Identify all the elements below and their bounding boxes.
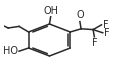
- Text: F: F: [103, 20, 108, 30]
- Text: F: F: [104, 28, 110, 38]
- Text: OH: OH: [43, 6, 58, 16]
- Text: HO: HO: [3, 46, 18, 56]
- Text: O: O: [76, 10, 84, 20]
- Text: F: F: [92, 38, 97, 48]
